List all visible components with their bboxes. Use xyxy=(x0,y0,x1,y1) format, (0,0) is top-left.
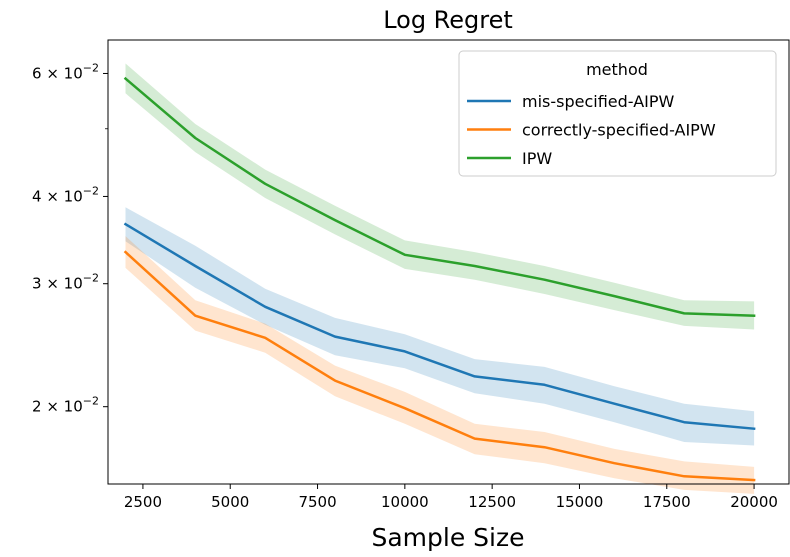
legend-box xyxy=(458,50,777,177)
legend-label-ipw: IPW xyxy=(522,149,552,168)
legend-label-correctly-specified-aipw: correctly-specified-AIPW xyxy=(522,121,716,140)
legend: method mis-specified-AIPW correctly-speci… xyxy=(458,50,777,177)
legend-title: method xyxy=(586,60,648,79)
x-tick-label: 12500 xyxy=(468,493,516,511)
y-axis: 2 × 10−2 3 × 10−2 4 × 10−2 6 × 10−2 xyxy=(32,61,108,416)
x-tick-label: 17500 xyxy=(643,493,691,511)
x-axis-label: Sample Size xyxy=(371,523,524,552)
legend-items: mis-specified-AIPW correctly-specified-AI… xyxy=(467,92,716,168)
x-tick-label: 7500 xyxy=(298,493,336,511)
band-correctly-specified-aipw xyxy=(125,236,755,494)
chart-title: Log Regret xyxy=(383,6,513,34)
x-tick-label: 5000 xyxy=(211,493,249,511)
x-axis: 2500 5000 7500 10000 12500 15000 17500 20000 xyxy=(124,484,778,511)
x-tick-label: 10000 xyxy=(381,493,429,511)
band-ipw xyxy=(125,63,755,330)
confidence-bands xyxy=(125,63,755,494)
legend-label-mis-specified-aipw: mis-specified-AIPW xyxy=(522,92,675,111)
plot-frame xyxy=(107,39,790,485)
x-tick-label: 15000 xyxy=(556,493,604,511)
line-ipw xyxy=(123,76,756,317)
series-lines xyxy=(123,76,756,482)
x-tick-label: 2500 xyxy=(124,493,162,511)
y-tick-label: 4 × 10−2 xyxy=(32,184,99,205)
y-tick-label: 2 × 10−2 xyxy=(32,395,99,416)
band-mis-specified-aipw xyxy=(125,207,755,446)
line-mis-specified-aipw xyxy=(123,222,756,431)
y-tick-label: 3 × 10−2 xyxy=(32,272,99,293)
line-correctly-specified-aipw xyxy=(123,250,756,482)
x-tick-label: 20000 xyxy=(730,493,778,511)
y-tick-label: 6 × 10−2 xyxy=(32,61,99,82)
